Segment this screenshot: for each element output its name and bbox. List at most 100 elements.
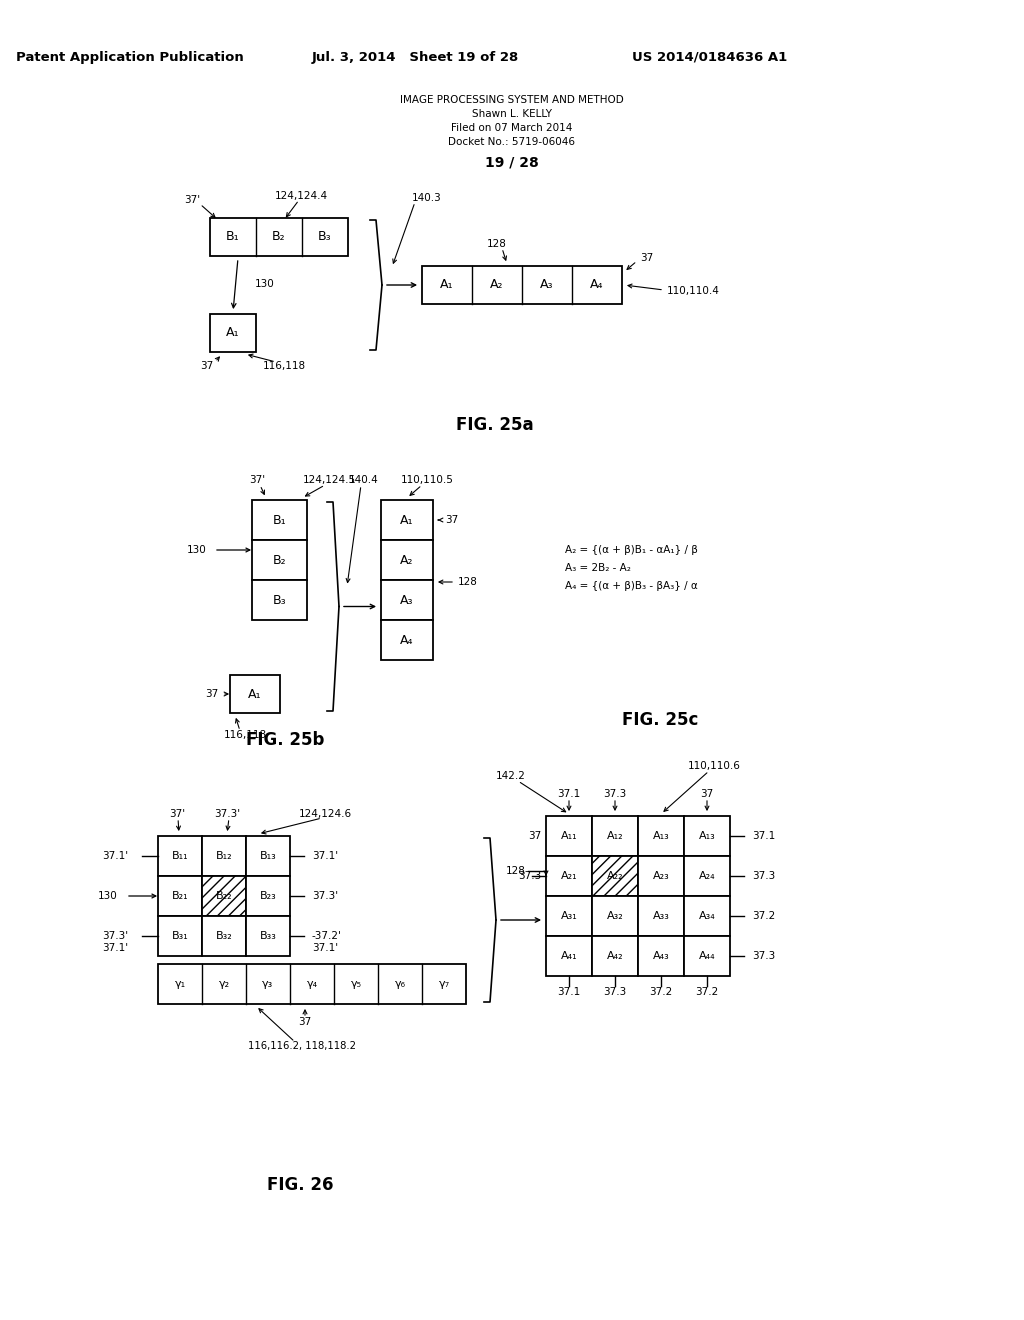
Bar (158, 916, 202, 956)
Text: 37.3: 37.3 (518, 871, 541, 880)
Bar (230, 675, 280, 713)
Text: 37.3': 37.3' (101, 931, 128, 941)
Text: 130: 130 (98, 891, 118, 902)
Bar (158, 964, 466, 1005)
Text: B₃₁: B₃₁ (172, 931, 188, 941)
Bar (158, 876, 202, 916)
Text: B₃: B₃ (318, 231, 332, 243)
Text: 37: 37 (700, 789, 714, 799)
Text: 37: 37 (205, 689, 218, 700)
Text: FIG. 25a: FIG. 25a (456, 416, 534, 434)
Text: 37: 37 (201, 360, 214, 371)
Text: 128: 128 (506, 866, 526, 876)
Text: 37.3': 37.3' (312, 891, 338, 902)
Text: B₁: B₁ (272, 513, 287, 527)
Bar (684, 816, 730, 855)
Text: 37: 37 (527, 832, 541, 841)
Text: 37.1': 37.1' (312, 942, 338, 953)
Bar (246, 916, 290, 956)
Text: γ₁: γ₁ (174, 979, 185, 989)
Text: 116,116.2, 118,118.2: 116,116.2, 118,118.2 (248, 1041, 356, 1051)
Text: A₂₂: A₂₂ (606, 871, 624, 880)
Bar (252, 500, 307, 540)
Bar (202, 916, 246, 956)
Bar (684, 855, 730, 896)
Text: 37.1: 37.1 (557, 789, 581, 799)
Text: 116,118: 116,118 (262, 360, 305, 371)
Text: A₄₁: A₄₁ (561, 950, 578, 961)
Bar (638, 936, 684, 975)
Bar (202, 876, 246, 916)
Bar (246, 876, 290, 916)
Bar (638, 855, 684, 896)
Bar (158, 836, 202, 876)
Text: γ₅: γ₅ (350, 979, 361, 989)
Text: B₃: B₃ (272, 594, 287, 606)
Text: γ₇: γ₇ (438, 979, 450, 989)
Text: FIG. 26: FIG. 26 (266, 1176, 333, 1195)
Text: 37.1: 37.1 (557, 987, 581, 997)
Text: -37.2': -37.2' (312, 931, 342, 941)
Text: 37.1': 37.1' (101, 942, 128, 953)
Bar (381, 579, 433, 620)
Text: A₄₃: A₄₃ (652, 950, 670, 961)
Text: A₁: A₁ (440, 279, 454, 292)
Text: B₂₁: B₂₁ (172, 891, 188, 902)
Text: 124,124.6: 124,124.6 (298, 809, 351, 818)
Bar (684, 896, 730, 936)
Text: 140.3: 140.3 (412, 193, 441, 203)
Text: γ₄: γ₄ (306, 979, 317, 989)
Bar (422, 267, 622, 304)
Bar (202, 876, 246, 916)
Bar (546, 896, 592, 936)
Text: 37.1': 37.1' (312, 851, 338, 861)
Text: A₃₃: A₃₃ (652, 911, 670, 921)
Text: 37: 37 (298, 1016, 311, 1027)
Text: A₄₂: A₄₂ (606, 950, 624, 961)
Bar (546, 816, 592, 855)
Text: 19 / 28: 19 / 28 (485, 154, 539, 169)
Text: FIG. 25b: FIG. 25b (246, 731, 325, 748)
Text: 124,124.5: 124,124.5 (302, 475, 355, 484)
Bar (592, 816, 638, 855)
Text: 37.2: 37.2 (649, 987, 673, 997)
Bar (210, 314, 256, 352)
Text: B₂: B₂ (272, 553, 287, 566)
Bar (546, 855, 592, 896)
Text: 37': 37' (184, 195, 200, 205)
Text: 37.2: 37.2 (752, 911, 775, 921)
Text: 37: 37 (445, 515, 459, 525)
Text: 37.2: 37.2 (695, 987, 719, 997)
Bar (202, 836, 246, 876)
Text: US 2014/0184636 A1: US 2014/0184636 A1 (633, 50, 787, 63)
Text: 37': 37' (169, 809, 185, 818)
Text: B₂: B₂ (272, 231, 286, 243)
Text: 37.3: 37.3 (603, 987, 627, 997)
Text: B₁: B₁ (226, 231, 240, 243)
Text: 37': 37' (249, 475, 265, 484)
Text: Shawn L. KELLY: Shawn L. KELLY (472, 110, 552, 119)
Text: A₃₁: A₃₁ (560, 911, 578, 921)
Bar (592, 936, 638, 975)
Text: A₁₃: A₁₃ (652, 832, 670, 841)
Text: A₄₄: A₄₄ (698, 950, 716, 961)
Text: B₁₃: B₁₃ (260, 851, 276, 861)
Text: 37.3: 37.3 (752, 950, 775, 961)
Text: Jul. 3, 2014   Sheet 19 of 28: Jul. 3, 2014 Sheet 19 of 28 (311, 50, 518, 63)
Text: 37.3: 37.3 (603, 789, 627, 799)
Text: A₃₄: A₃₄ (698, 911, 716, 921)
Text: FIG. 25c: FIG. 25c (622, 711, 698, 729)
Text: B₁₂: B₁₂ (216, 851, 232, 861)
Text: Filed on 07 March 2014: Filed on 07 March 2014 (452, 123, 572, 133)
Text: Patent Application Publication: Patent Application Publication (16, 50, 244, 63)
Bar (252, 540, 307, 579)
Text: A₄: A₄ (400, 634, 414, 647)
Text: A₂: A₂ (400, 553, 414, 566)
Text: Docket No.: 5719-06046: Docket No.: 5719-06046 (449, 137, 575, 147)
Text: IMAGE PROCESSING SYSTEM AND METHOD: IMAGE PROCESSING SYSTEM AND METHOD (400, 95, 624, 106)
Bar (684, 936, 730, 975)
Text: A₁: A₁ (248, 688, 262, 701)
Text: 142.2: 142.2 (496, 771, 526, 781)
Text: A₁₃: A₁₃ (698, 832, 716, 841)
Text: A₂₄: A₂₄ (698, 871, 716, 880)
